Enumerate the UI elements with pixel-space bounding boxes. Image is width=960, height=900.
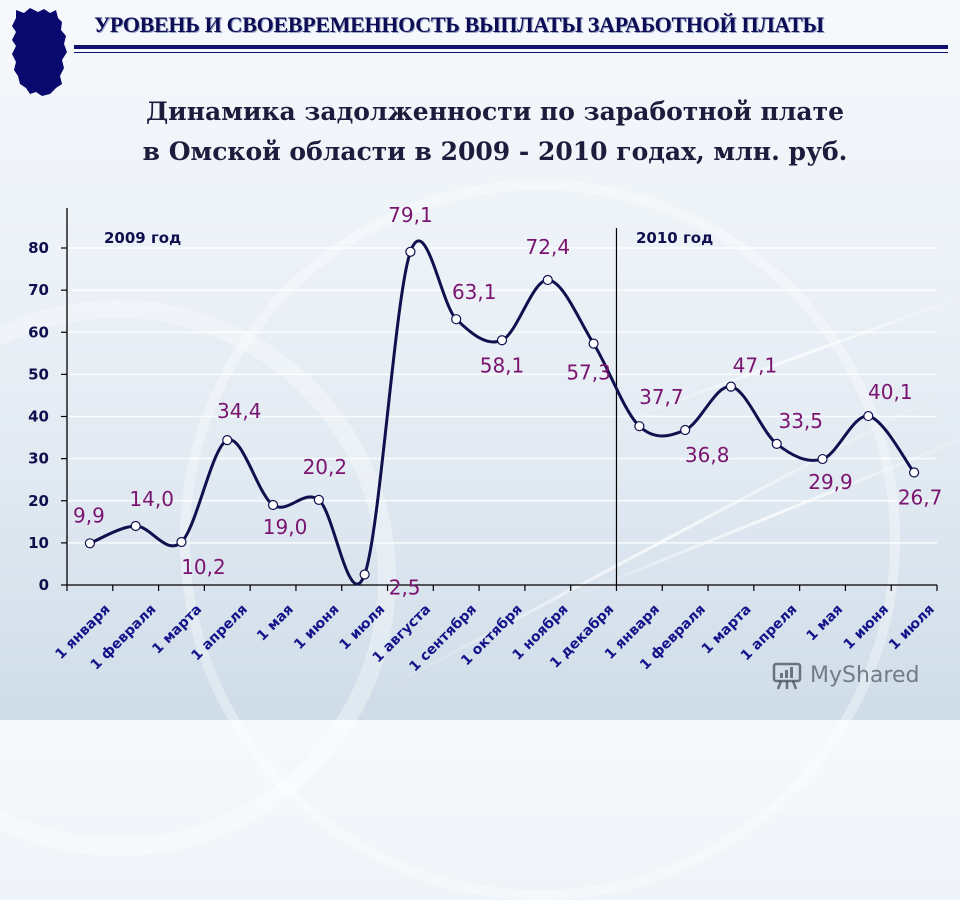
y-tick-label: 20 [28, 492, 49, 510]
watermark: MyShared [770, 658, 919, 692]
y-tick-label: 80 [28, 239, 49, 257]
header-title: УРОВЕНЬ И СВОЕВРЕМЕННОСТЬ ВЫПЛАТЫ ЗАРАБО… [94, 12, 824, 37]
omsk-region-map-icon [12, 8, 67, 96]
data-point-marker [817, 453, 828, 465]
data-label: 33,5 [778, 409, 823, 433]
header-divider-thick [74, 45, 948, 49]
data-point-marker [542, 274, 553, 286]
period-label: 2009 год [104, 229, 181, 247]
data-label: 29,9 [808, 470, 853, 494]
y-tick-label: 30 [28, 450, 49, 468]
data-label: 2,5 [389, 575, 421, 599]
y-tick-label: 0 [39, 576, 49, 594]
period-label: 2010 год [636, 229, 713, 247]
data-point-marker [359, 569, 370, 580]
data-label: 19,0 [263, 515, 308, 539]
y-tick-label: 70 [28, 281, 49, 299]
y-axis-tick-labels: 0 10 20 30 40 50 60 70 80 [28, 239, 49, 594]
chart-title-line-1: Динамика задолженности по заработной пла… [145, 97, 845, 126]
data-label: 36,8 [685, 443, 730, 467]
presentation-chart-icon [772, 662, 802, 690]
data-point-marker [909, 467, 920, 478]
data-label: 58,1 [480, 353, 525, 377]
data-label: 26,7 [898, 486, 943, 510]
data-point-marker [84, 538, 95, 549]
data-label: 20,2 [303, 455, 348, 479]
y-tick-label: 60 [28, 323, 49, 341]
data-point-marker [451, 314, 462, 325]
data-point-marker [680, 424, 691, 436]
chart-title: Динамика задолженности по заработной пла… [0, 92, 960, 172]
data-label: 47,1 [733, 354, 778, 378]
chart-axes [61, 208, 938, 591]
data-point-marker [863, 410, 874, 422]
line-chart: 0 10 20 30 40 50 60 70 80 2009 год 2010 год 9,9 14… [28, 203, 942, 675]
header-divider-thin [74, 52, 948, 53]
data-point-marker [313, 494, 324, 506]
data-point-marker [267, 499, 279, 511]
y-tick-label: 50 [28, 365, 49, 383]
x-tick-label: 1 июня [291, 602, 342, 653]
watermark-text: MyShared [810, 662, 920, 688]
y-tick-label: 40 [28, 408, 49, 426]
period-labels: 2009 год 2010 год [104, 229, 713, 247]
data-point-marker [222, 434, 233, 446]
data-point-marker [130, 520, 141, 532]
data-point-marker [771, 438, 782, 449]
data-point-marker [634, 421, 645, 432]
data-label: 57,3 [566, 361, 611, 385]
data-point-marker [176, 536, 187, 548]
x-tick-label: 1 мая [254, 602, 297, 645]
chart-gridlines [67, 247, 937, 544]
x-tick-label: 1 июня [841, 602, 892, 653]
data-label: 79,1 [388, 203, 433, 227]
data-point-markers [84, 246, 920, 580]
data-point-marker [725, 381, 737, 392]
y-tick-label: 10 [28, 534, 49, 552]
data-label: 37,7 [639, 385, 684, 409]
data-label: 9,9 [73, 503, 105, 527]
data-point-marker [496, 335, 508, 346]
data-label: 10,2 [181, 555, 226, 579]
x-tick-label: 1 июля [886, 602, 938, 654]
data-labels: 9,9 14,0 10,2 34,4 19,0 20,2 2,5 79,1 63,1 58,1 72… [73, 203, 942, 600]
data-label: 34,4 [217, 399, 262, 423]
x-tick-label: 1 мая [803, 602, 846, 645]
data-label: 14,0 [129, 487, 174, 511]
chart-title-line-2: в Омской области в 2009 - 2010 годах, мл… [142, 137, 848, 166]
data-label: 40,1 [868, 380, 913, 404]
data-point-marker [588, 338, 599, 349]
data-label: 63,1 [452, 280, 497, 304]
data-label: 72,4 [526, 235, 571, 259]
data-point-marker [405, 246, 416, 257]
